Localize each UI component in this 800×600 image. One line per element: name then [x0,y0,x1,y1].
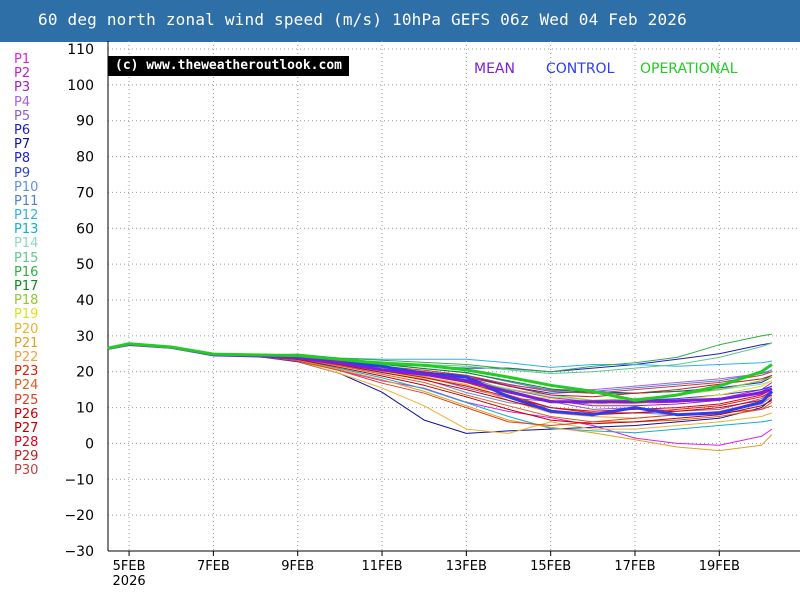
title-bar: 60 deg north zonal wind speed (m/s) 10hP… [0,0,800,42]
member-legend-item: P4 [14,94,31,110]
x-tick-year-label: 2026 [113,574,146,589]
axis-layer: −30 −20 −10 0 10 20 30 40 50 60 70 80 90 100 110 5FEB 7F… [64,41,800,589]
legend-control: CONTROL [546,61,615,77]
member-legend-item: P5 [14,108,31,124]
member-legend-item: P25 [14,392,39,408]
x-tick-label: 15FEB [530,559,571,574]
member-legend-item: P14 [14,236,39,252]
grid-layer [108,41,800,552]
member-legend-item: P20 [14,321,39,337]
member-legend-item: P19 [14,307,39,323]
member-legend-item: P10 [14,179,39,195]
member-legend-item: P12 [14,208,39,224]
x-tick-label: 5FEB [113,559,146,574]
y-tick-label: 110 [67,42,94,58]
member-legend-item: P30 [14,463,39,479]
y-tick-label: 20 [76,365,94,381]
y-tick-label: 50 [76,257,94,273]
y-tick-label: 30 [76,329,94,345]
member-legend-item: P22 [14,349,39,365]
series-layer [107,333,774,452]
member-legend-item: P2 [14,66,31,82]
y-tick-label: 80 [76,150,94,166]
member-legend-item: P17 [14,279,39,294]
member-legend-item: P16 [14,264,39,280]
member-legend-item: P27 [14,420,39,436]
series-line-operational [107,342,773,402]
member-legend-item: P6 [14,122,31,138]
x-tick-label: 13FEB [446,559,487,574]
legend-mean: MEAN [474,61,515,77]
y-tick-label: −20 [64,508,94,524]
member-legend-item: P18 [14,293,39,309]
y-tick-label: 70 [76,185,94,201]
x-tick-label: 11FEB [361,559,402,574]
member-legend-item: P13 [14,222,39,238]
member-legend-item: P9 [14,165,31,181]
member-legend-item: P15 [14,250,39,266]
legend-operational: OPERATIONAL [640,61,738,77]
member-legend-item: P8 [14,151,31,167]
y-tick-label: 10 [76,401,94,417]
x-tick-label: 17FEB [614,559,655,574]
x-tick-label: 19FEB [699,559,740,574]
member-legend-item: P29 [14,449,39,465]
y-tick-label: −30 [64,544,94,560]
series-line-p21 [107,344,773,452]
member-legend-item: P26 [14,406,39,422]
y-tick-label: 90 [76,114,94,130]
member-legend-item: P3 [14,80,31,96]
page-title: 60 deg north zonal wind speed (m/s) 10hP… [38,10,687,29]
member-legend-item: P11 [14,193,39,209]
member-legend-item: P7 [14,137,31,153]
y-tick-label: 60 [76,221,94,237]
series-line-p12 [107,344,773,368]
member-legend-item: P1 [14,52,31,67]
x-tick-label: 7FEB [197,559,230,574]
member-legend-item: P28 [14,435,39,451]
y-tick-label: 100 [67,78,94,94]
y-tick-label: 40 [76,293,94,309]
member-legend-item: P24 [14,378,39,394]
series-line-p8 [107,343,773,394]
y-tick-label: −10 [64,472,94,488]
copyright-banner: (c) www.theweatheroutlook.com [108,56,349,76]
y-tick-label: 0 [85,436,94,452]
member-legend-item: P21 [14,335,39,351]
x-tick-label: 9FEB [281,559,314,574]
member-legend-item: P23 [14,364,39,380]
member-legend: P1 P2 P3 P4 P5 P6 P7 P8 P9 P10 P11 P12 P13 P14 P15 P16 P… [14,52,39,479]
